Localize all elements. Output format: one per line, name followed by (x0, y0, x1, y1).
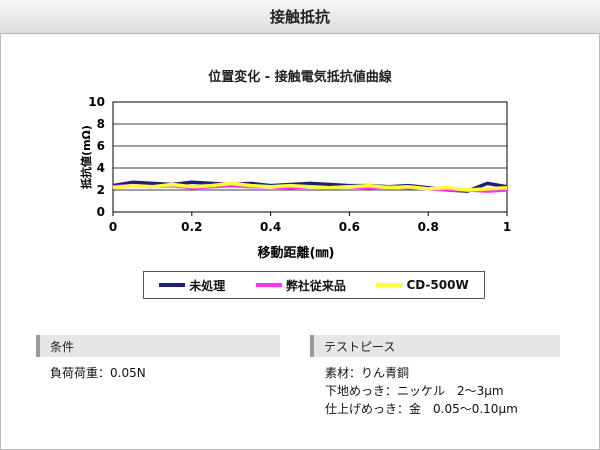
conditions-heading: 条件 (50, 339, 75, 354)
test-piece-header-bar (310, 335, 314, 357)
conditions-line: 負荷荷重：0.05N (50, 366, 146, 380)
conditions-panel-header: 条件 (36, 335, 280, 357)
y-tick-label: 4 (97, 161, 105, 175)
legend-label-cd500w: CD-500W (406, 278, 469, 292)
test-piece-line-underplating: 下地めっき：ニッケル 2～3μm (325, 384, 504, 398)
y-axis-label: 抵抗値(mΩ) (79, 125, 93, 189)
test-piece-heading: テストピース (324, 339, 396, 354)
chart-title: 位置変化 - 接触電気抵抗値曲線 (208, 70, 392, 85)
page-title: 接触抵抗 (269, 8, 330, 26)
x-tick-label: 0.8 (418, 220, 439, 234)
x-tick-label: 0 (109, 220, 117, 234)
test-piece-line-material: 素材：りん青銅 (325, 366, 410, 380)
y-tick-label: 0 (97, 205, 105, 219)
y-tick-label: 8 (97, 117, 105, 131)
y-tick-label: 6 (97, 139, 105, 153)
conditions-body: 負荷荷重：0.05N (50, 364, 146, 382)
x-tick-label: 0.2 (181, 220, 202, 234)
y-tick-label: 10 (88, 95, 105, 109)
legend-item-conventional: 弊社従来品 (255, 277, 346, 294)
legend-label-conventional: 弊社従来品 (285, 278, 346, 293)
test-piece-body: 素材：りん青銅 下地めっき：ニッケル 2～3μm 仕上げめっき：金 0.05～0… (325, 364, 518, 418)
series-line-2 (112, 181, 508, 192)
x-tick-label: 1 (503, 220, 511, 234)
test-piece-panel-header: テストピース (310, 335, 560, 357)
x-tick-label: 0.4 (260, 220, 281, 234)
x-axis-label: 移動距離(㎜) (258, 245, 335, 261)
x-tick-label: 0.6 (339, 220, 360, 234)
legend-swatch-cd500w (376, 283, 403, 287)
resistance-chart: 0 2 4 6 8 10 0 0.2 0.4 0.6 0.8 1 移動距離(㎜) 抵抗値(mΩ) (79, 95, 511, 261)
legend-item-untreated: 未処理 (159, 277, 225, 294)
legend-item-cd500w: CD-500W (376, 278, 469, 292)
chart-legend: 未処理 弊社従来品 CD-500W (143, 271, 485, 299)
legend-label-untreated: 未処理 (189, 278, 226, 293)
test-piece-line-finish: 仕上げめっき：金 0.05～0.10μm (325, 402, 518, 416)
page-header: 接触抵抗 (0, 0, 600, 34)
y-tick-label: 2 (97, 183, 105, 197)
legend-swatch-conventional (255, 283, 282, 287)
legend-swatch-untreated (159, 283, 186, 287)
plot-area (112, 101, 508, 213)
conditions-header-bar (36, 335, 40, 357)
